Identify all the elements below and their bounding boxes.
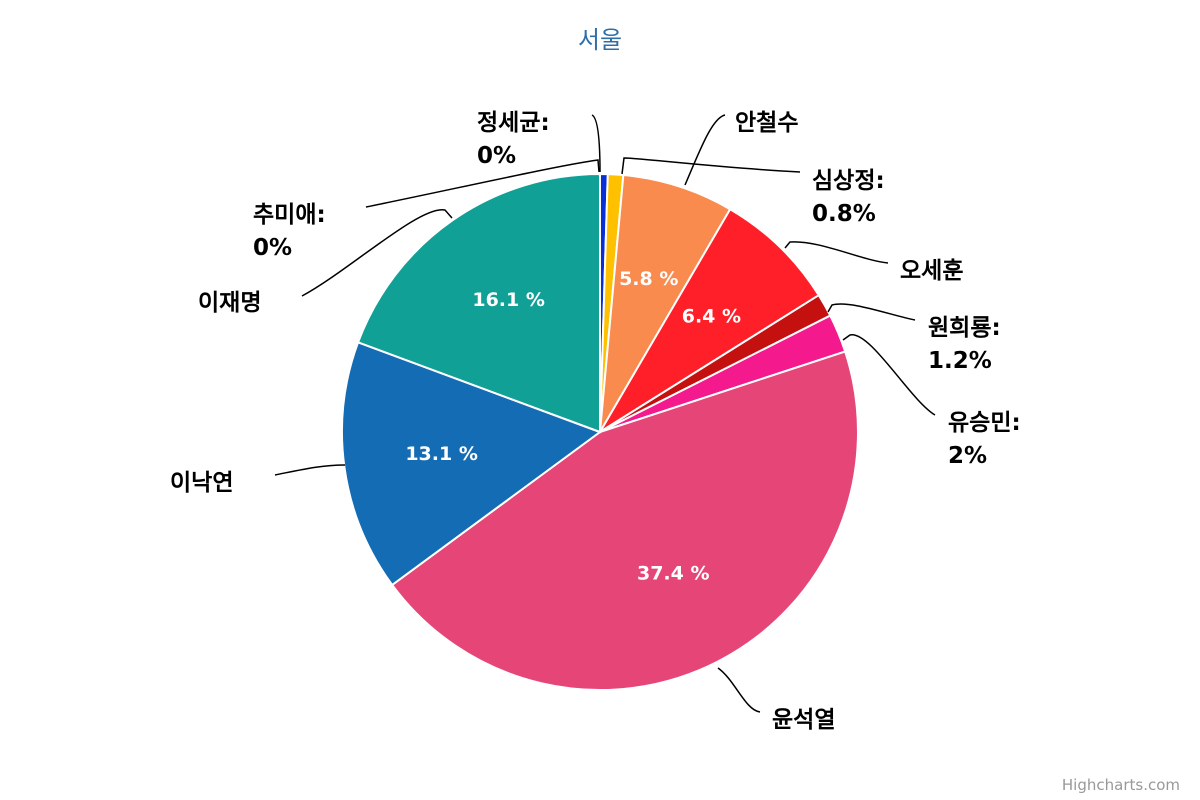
pie-slice: [341, 341, 603, 587]
slice-name: 안철수: [735, 110, 798, 136]
connector: [365, 159, 600, 208]
slice-name: 오세훈: [900, 258, 963, 284]
value-label: 0.8%: [812, 201, 876, 227]
value-label: 1.2%: [928, 348, 992, 374]
pie-slice: [599, 173, 732, 433]
connector: [591, 114, 601, 173]
pie-slice: [356, 172, 601, 434]
connector: [621, 157, 801, 175]
slice-name: 정세균:: [477, 110, 550, 136]
slice-name: 심상정:: [812, 168, 885, 194]
value-label: 5.8 %: [619, 268, 678, 290]
pie-slice: [390, 350, 859, 691]
value-label: 0%: [477, 143, 516, 169]
value-label: 37.4 %: [637, 563, 710, 585]
connector: [684, 114, 726, 186]
value-label: 16.1 %: [472, 289, 545, 311]
value-label: 13.1 %: [405, 443, 478, 465]
credits: Highcharts.com: [1062, 776, 1180, 794]
connector: [827, 303, 916, 321]
pie-slice: [599, 207, 821, 433]
connector: [717, 667, 761, 713]
slice-name: 이낙연: [170, 470, 233, 496]
connector: [842, 334, 936, 416]
slice-name: 원희룡:: [928, 315, 1001, 341]
connector: [784, 241, 889, 264]
value-label: 0%: [253, 235, 292, 261]
chart-title: 서울: [578, 26, 622, 54]
slice-name: 윤석열: [772, 707, 835, 733]
value-label: 6.4 %: [682, 306, 741, 328]
slice-name: 유승민:: [948, 410, 1021, 436]
slice-name: 이재명: [198, 290, 261, 316]
connector: [301, 209, 453, 297]
value-label: 2%: [948, 443, 987, 469]
slice-name: 추미애:: [253, 202, 326, 228]
connector: [274, 464, 346, 476]
